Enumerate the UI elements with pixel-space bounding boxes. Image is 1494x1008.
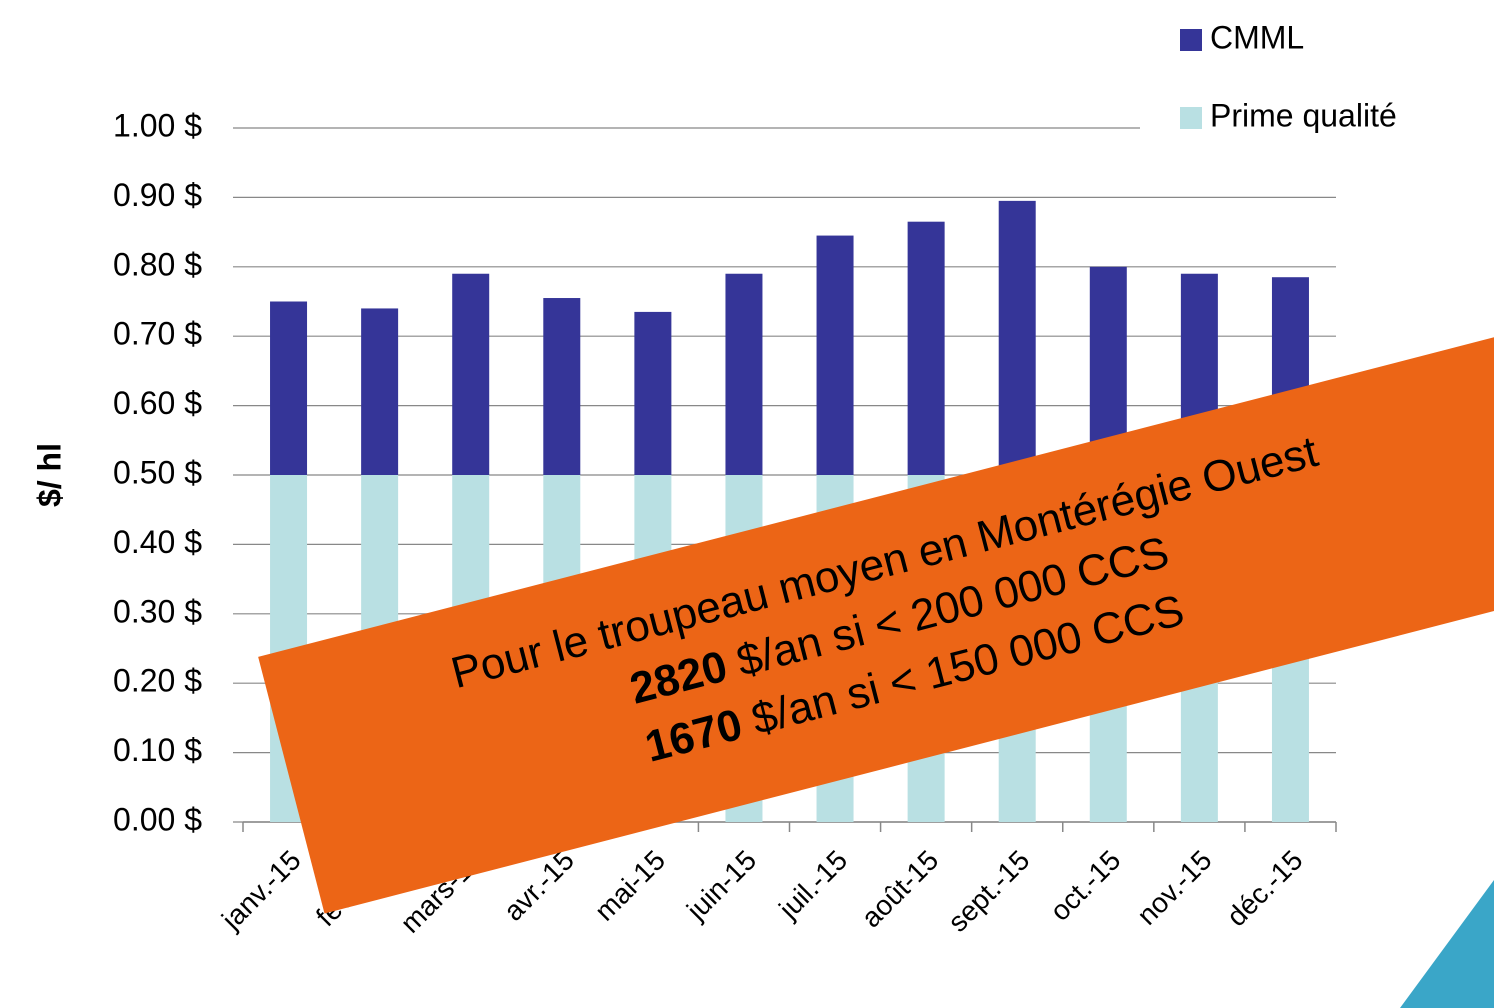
x-tick-label: oct.-15 [1044, 844, 1126, 926]
legend-label: CMML [1210, 19, 1304, 55]
x-tick-label: juil.-15 [772, 844, 853, 925]
bar-segment [270, 301, 308, 475]
x-tick-label: juin-15 [680, 844, 762, 926]
annotation-box [258, 326, 1494, 914]
y-tick-label: 0.60 $ [113, 385, 202, 421]
y-tick-label: 1.00 $ [113, 107, 202, 143]
bar-segment [907, 221, 945, 475]
annotation: Pour le troupeau moyen en Montérégie Oue… [258, 326, 1494, 914]
y-tick-label: 0.80 $ [113, 246, 202, 282]
bar-segment [543, 298, 581, 475]
y-tick-label: 0.40 $ [113, 524, 202, 560]
bar-segment [816, 235, 854, 475]
legend-background [1140, 0, 1494, 160]
bar-segment [361, 308, 399, 475]
legend-swatch [1180, 107, 1202, 129]
legend-swatch [1180, 29, 1202, 51]
y-tick-label: 0.30 $ [113, 593, 202, 629]
bar-segment [634, 311, 672, 475]
x-tick-label: août-15 [855, 844, 944, 933]
x-tick-label: déc.-15 [1221, 844, 1309, 932]
y-tick-label: 0.10 $ [113, 732, 202, 768]
x-tick-label: sept.-15 [942, 844, 1035, 937]
bar-segment [998, 200, 1036, 475]
x-tick-label: nov.-15 [1131, 844, 1217, 930]
x-tick-label: mai-15 [589, 844, 671, 926]
bar-segment [452, 273, 490, 475]
corner-decoration [1400, 880, 1494, 1008]
y-tick-label: 0.20 $ [113, 663, 202, 699]
y-tick-label: 0.50 $ [113, 454, 202, 490]
bar-segment [725, 273, 763, 475]
y-tick-label: 0.00 $ [113, 801, 202, 837]
legend-label: Prime qualité [1210, 97, 1397, 133]
y-tick-label: 0.70 $ [113, 316, 202, 352]
y-axis-label: $/ hl [31, 443, 67, 507]
x-tick-label: janv.-15 [215, 844, 307, 936]
y-tick-label: 0.90 $ [113, 177, 202, 213]
